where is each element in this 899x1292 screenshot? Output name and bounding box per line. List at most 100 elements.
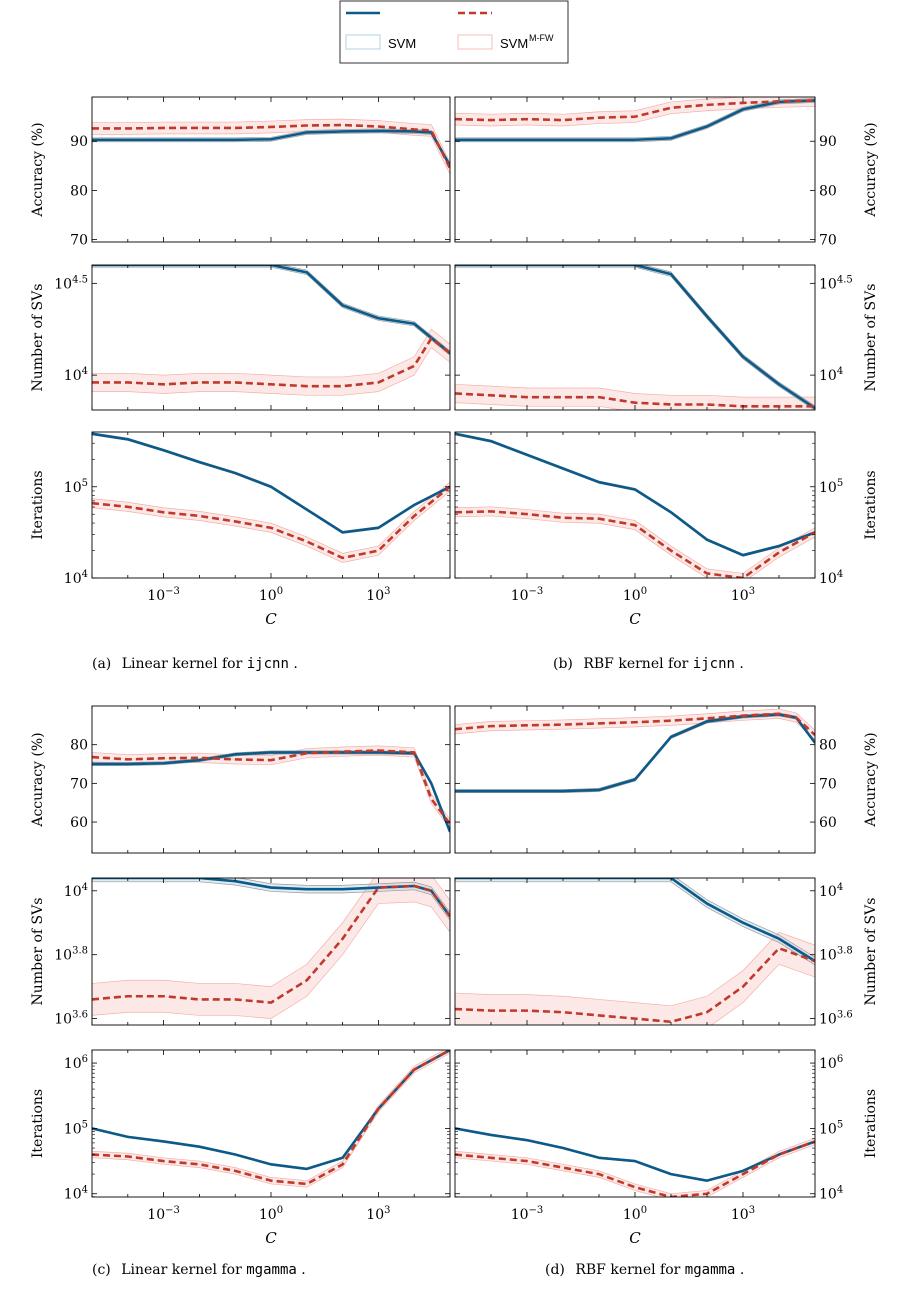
series-line-svm xyxy=(455,878,815,963)
caption-c: (c) Linear kernel for mgamma . xyxy=(92,1262,306,1278)
caption-c-text: Linear kernel for xyxy=(121,1262,246,1278)
band-svm-mfw xyxy=(92,329,450,396)
caption-d-post: . xyxy=(740,1262,744,1278)
band-upper-svm xyxy=(455,432,815,555)
caption-a-letter: (a) xyxy=(92,656,111,672)
legend-svm-label: SVM xyxy=(388,36,416,51)
band-svm-mfw xyxy=(455,506,815,578)
y-tick-label: 70 xyxy=(70,233,88,249)
band-lower-svm-mfw xyxy=(455,105,815,127)
y-axis-label: Iterations xyxy=(863,470,879,539)
y-tick-label: 104.5 xyxy=(819,274,853,292)
panel-b-accuracy: 70 80 90 Accuracy (%) xyxy=(454,96,879,249)
y-tick-label: 104 xyxy=(64,882,88,900)
y-tick-label: 104 xyxy=(64,1185,88,1203)
band-svm-mfw xyxy=(455,1138,815,1197)
band-lower-svm xyxy=(92,881,450,921)
caption-d-text: RBF kernel for xyxy=(575,1262,684,1278)
legend-mfw-superscript: M-FW xyxy=(529,33,554,43)
band-upper-svm xyxy=(455,98,815,139)
band-lower-svm xyxy=(92,1050,450,1171)
series-line-svm xyxy=(455,265,815,410)
plot-area xyxy=(92,265,450,396)
series-line-svm-mfw xyxy=(455,1140,815,1197)
x-tick-label: 100 xyxy=(259,586,283,604)
plot-area xyxy=(92,118,450,175)
y-axis-label: Accuracy (%) xyxy=(863,732,879,827)
plot-area xyxy=(455,97,815,143)
y-tick-label: 90 xyxy=(70,134,88,150)
y-tick-label: 70 xyxy=(819,233,837,249)
band-svm-mfw xyxy=(92,482,450,563)
caption-b: (b) RBF kernel for ijcnn . xyxy=(553,656,744,672)
plot-frame xyxy=(454,1049,816,1198)
plot-area xyxy=(92,745,450,834)
band-upper-svm xyxy=(279,265,450,352)
band-upper-svm xyxy=(92,1050,450,1169)
series-line-svm-mfw xyxy=(92,884,450,1004)
caption-a-text: Linear kernel for xyxy=(122,656,247,672)
y-tick-label: 106 xyxy=(64,1054,88,1072)
plot-area xyxy=(455,1127,815,1197)
plot-area xyxy=(455,265,815,410)
band-svm-mfw xyxy=(455,384,815,410)
series-line-svm xyxy=(92,1050,450,1171)
x-tick-label: 103 xyxy=(366,1205,390,1223)
x-tick-label: 103 xyxy=(731,586,755,604)
band-svm xyxy=(455,1127,815,1182)
y-axis-label: Number of SVs xyxy=(863,284,879,392)
band-lower-svm xyxy=(92,753,450,834)
y-axis-label: Number of SVs xyxy=(863,898,879,1006)
series-line-svm-mfw xyxy=(455,510,815,578)
band-lower-svm-mfw xyxy=(92,901,450,1019)
caption-c-letter: (c) xyxy=(92,1262,111,1278)
x-tick-label: 103 xyxy=(731,1205,755,1223)
legend-svm-band-swatch xyxy=(345,34,381,50)
y-tick-label: 70 xyxy=(70,776,88,792)
y-tick-label: 105 xyxy=(64,478,88,496)
band-svm xyxy=(92,265,450,356)
band-upper-svm-mfw xyxy=(455,708,815,731)
y-tick-label: 106 xyxy=(819,1054,843,1072)
panel-d-svs: 103.6 103.8 104 Number of SVs xyxy=(454,877,879,1028)
x-axis-label: C xyxy=(265,1229,277,1247)
plot-frame xyxy=(91,705,451,854)
series-line-svm-mfw xyxy=(92,337,450,388)
band-lower-svm-mfw xyxy=(455,515,815,578)
y-tick-label: 104 xyxy=(819,569,843,587)
band-upper-svm-mfw xyxy=(92,328,450,378)
series-line-svm-mfw xyxy=(92,123,450,169)
plot-area xyxy=(92,432,450,563)
panel-b-svs: 104 104.5 Number of SVs xyxy=(454,264,879,411)
band-lower-svm-mfw xyxy=(455,1144,815,1197)
y-tick-label: 104 xyxy=(819,366,843,384)
band-lower-svm-mfw xyxy=(455,718,815,740)
caption-d-letter: (d) xyxy=(545,1262,565,1278)
band-svm xyxy=(92,1050,450,1170)
band-upper-svm xyxy=(236,878,450,913)
y-tick-label: 80 xyxy=(70,738,88,754)
y-tick-label: 104 xyxy=(64,366,88,384)
band-lower-svm-mfw xyxy=(92,130,450,175)
series-line-svm xyxy=(455,432,815,557)
series-line-svm xyxy=(92,129,450,167)
band-upper-svm-mfw xyxy=(92,481,450,554)
series-line-svm xyxy=(455,99,815,142)
x-tick-label: 10−3 xyxy=(147,1205,180,1223)
caption-c-code: mgamma xyxy=(246,1262,297,1278)
series-line-svm-mfw xyxy=(455,947,815,1024)
band-lower-svm-mfw xyxy=(455,402,626,410)
y-tick-label: 104 xyxy=(64,569,88,587)
series-line-svm xyxy=(92,265,450,355)
y-tick-label: 103.6 xyxy=(54,1010,88,1028)
captions: (a) Linear kernel for ijcnn . (b) RBF ke… xyxy=(92,656,744,1278)
band-lower-svm-mfw xyxy=(455,963,815,1025)
band-upper-svm-mfw xyxy=(92,878,450,988)
plot-frame xyxy=(91,1049,451,1198)
panel-a-iterations: 104 105 Iterations 10−3 100 103 C xyxy=(30,431,451,628)
x-axis-label: C xyxy=(629,610,641,628)
y-axis-label: Accuracy (%) xyxy=(863,122,879,217)
series-line-svm-mfw xyxy=(455,392,815,408)
